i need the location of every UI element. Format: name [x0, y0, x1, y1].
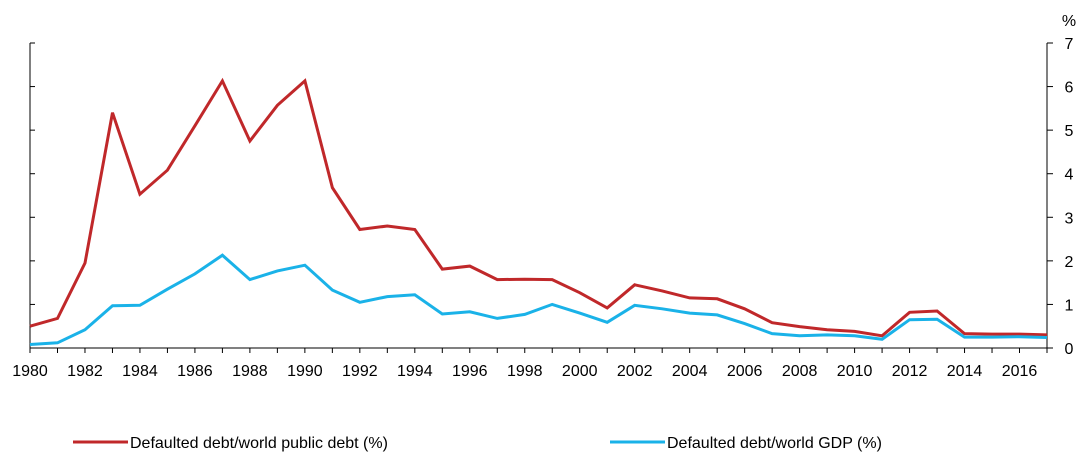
x-tick-label: 2000: [562, 363, 598, 380]
x-tick-label: 2016: [1002, 363, 1038, 380]
y-tick-label: 6: [1065, 80, 1074, 97]
x-tick-label: 1996: [452, 363, 488, 380]
y-axis-unit-label: %: [1062, 13, 1076, 30]
y-tick-label: 4: [1065, 167, 1074, 184]
x-tick-label: 1990: [287, 363, 323, 380]
x-tick-label: 2012: [892, 363, 928, 380]
y-tick-label: 2: [1065, 254, 1074, 271]
x-tick-label: 2010: [837, 363, 873, 380]
legend-label-2: Defaulted debt/world GDP (%): [667, 435, 882, 452]
y-tick-label: 5: [1065, 123, 1074, 140]
x-tick-label: 1986: [177, 363, 213, 380]
x-tick-label: 1998: [507, 363, 543, 380]
x-tick-label: 1980: [12, 363, 48, 380]
y-tick-label: 1: [1065, 297, 1074, 314]
x-tick-label: 1982: [67, 363, 103, 380]
legend: Defaulted debt/world public debt (%) Defa…: [73, 435, 882, 452]
series-line-2: [29, 253, 1048, 346]
y-tick-label: 3: [1065, 210, 1074, 227]
x-tick-label: 2014: [947, 363, 983, 380]
y-tick-label: 0: [1065, 341, 1074, 358]
x-tick-label: 2004: [672, 363, 708, 380]
x-tick-label: 1992: [342, 363, 378, 380]
x-tick-label: 1984: [122, 363, 158, 380]
x-tick-label: 1988: [232, 363, 268, 380]
x-tick-label: 2006: [727, 363, 763, 380]
y-tick-label: 7: [1065, 36, 1074, 53]
series-line-1: [29, 77, 1048, 338]
y-axis-ticks: 0 1 2 3 4 5 6 7: [30, 36, 1074, 358]
series-lines: [29, 77, 1048, 346]
x-tick-label: 1994: [397, 363, 433, 380]
legend-label-1: Defaulted debt/world public debt (%): [130, 435, 388, 452]
x-tick-label: 2002: [617, 363, 653, 380]
x-tick-label: 2008: [782, 363, 818, 380]
x-axis-ticks: 1980 1982 1984 1986 1988 1990 1992 1994 1996 1998…: [12, 348, 1048, 380]
